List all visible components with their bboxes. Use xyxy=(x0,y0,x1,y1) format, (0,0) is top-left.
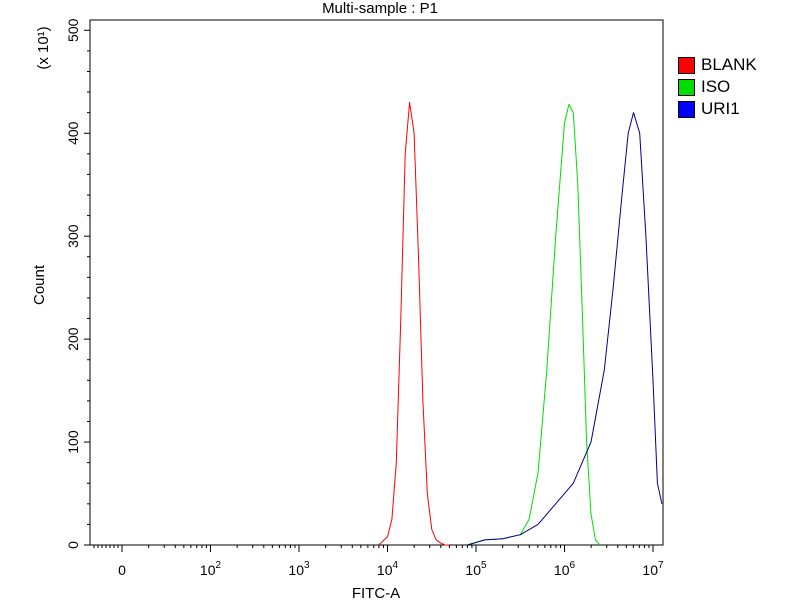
x-axis: 0 102 103 104 105 106 107 xyxy=(93,545,664,578)
legend-swatch-uri1 xyxy=(678,100,695,118)
y-tick-label: 500 xyxy=(65,18,81,42)
series-line-iso xyxy=(467,103,601,546)
y-axis-label: Count xyxy=(31,264,48,305)
y-tick-label: 200 xyxy=(65,327,81,351)
x-tick-label: 106 xyxy=(554,560,576,578)
x-tick-label: 107 xyxy=(642,560,664,578)
x-tick-label: 0 xyxy=(118,562,126,578)
series-line-blank xyxy=(378,101,450,546)
x-axis-label: FITC-A xyxy=(352,585,400,600)
y-tick-label: 400 xyxy=(65,121,81,145)
y-axis: 0 100 200 300 400 500 xyxy=(65,18,90,549)
legend: BLANK ISO URI1 xyxy=(678,54,757,120)
legend-label-uri1: URI1 xyxy=(701,99,740,118)
legend-item-iso: ISO xyxy=(678,76,757,98)
plot-frame xyxy=(89,19,664,546)
legend-item-blank: BLANK xyxy=(678,54,757,76)
y-tick-label: 300 xyxy=(65,224,81,248)
legend-swatch-blank xyxy=(678,56,695,74)
x-tick-label: 104 xyxy=(377,560,399,578)
x-tick-label: 102 xyxy=(200,560,222,578)
x-tick-label: 103 xyxy=(288,560,310,578)
series-lines xyxy=(378,101,663,546)
series-line-uri1 xyxy=(467,112,663,546)
x-tick-label: 105 xyxy=(465,560,487,578)
chart-title: Multi-sample : P1 xyxy=(322,0,438,17)
legend-label-iso: ISO xyxy=(701,77,731,96)
y-tick-label: 100 xyxy=(65,430,81,454)
legend-label-blank: BLANK xyxy=(701,55,757,74)
legend-item-uri1: URI1 xyxy=(678,98,757,120)
y-multiplier-label: (x 10¹) xyxy=(35,26,52,69)
y-tick-label: 0 xyxy=(65,541,81,549)
legend-swatch-iso xyxy=(678,78,695,96)
